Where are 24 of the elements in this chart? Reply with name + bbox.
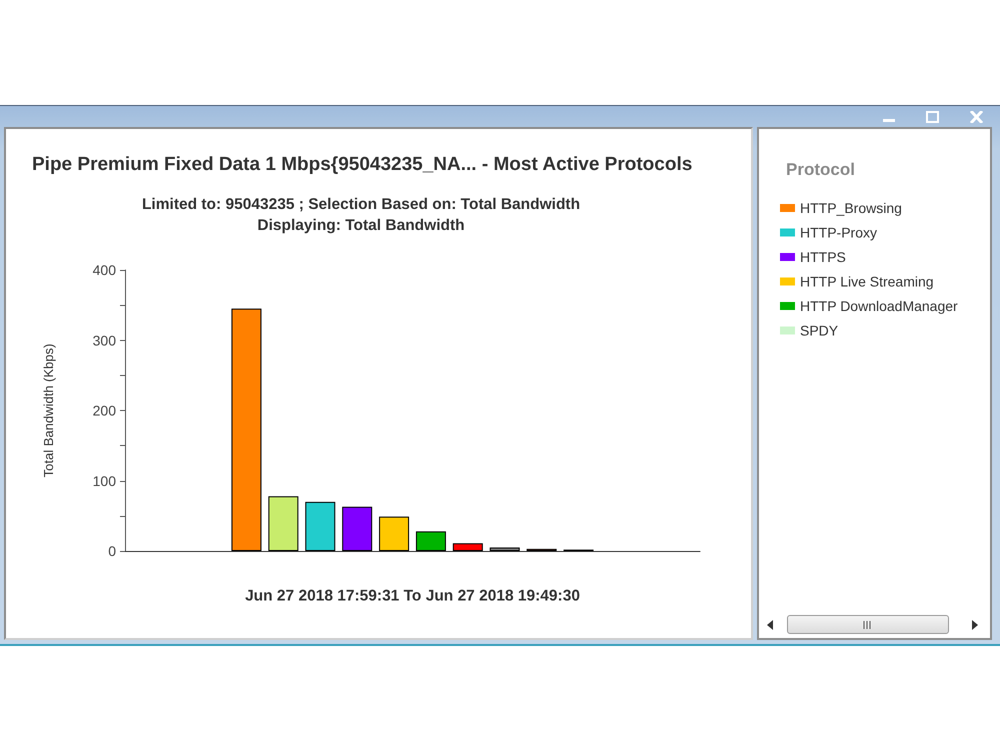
chart-title: Pipe Premium Fixed Data 1 Mbps{95043235_NA... - Most Active Protocols (32, 154, 692, 175)
y-tick-label: 0 (108, 543, 116, 559)
bar (452, 543, 483, 551)
legend-label: HTTP-Proxy (800, 224, 877, 240)
bar (379, 516, 410, 551)
x-axis-title: Jun 27 2018 17:59:31 To Jun 27 2018 19:49:30 (245, 588, 580, 604)
bar (268, 496, 298, 551)
legend-title: Protocol (786, 160, 855, 179)
bar (305, 502, 336, 551)
bar (231, 308, 262, 551)
bar (342, 506, 372, 551)
bar (416, 531, 446, 551)
y-tick-label: 200 (92, 402, 116, 418)
legend-label: HTTP Live Streaming (800, 274, 934, 290)
chart-subtitle: Limited to: 95043235 ; Selection Based on: Total Bandwidth Displaying: Total Bandwidth (142, 196, 580, 234)
y-tick-label: 300 (92, 332, 116, 348)
legend-label: HTTP_Browsing (800, 200, 902, 216)
legend-label: HTTP DownloadManager (800, 298, 958, 314)
legend-label: SPDY (800, 322, 839, 338)
bar (490, 547, 520, 551)
legend-label: HTTPS (800, 249, 846, 265)
y-axis-title: Total Bandwidth (Kbps) (41, 344, 56, 478)
y-tick-label: 100 (92, 472, 116, 489)
y-tick-label: 400 (92, 262, 116, 278)
